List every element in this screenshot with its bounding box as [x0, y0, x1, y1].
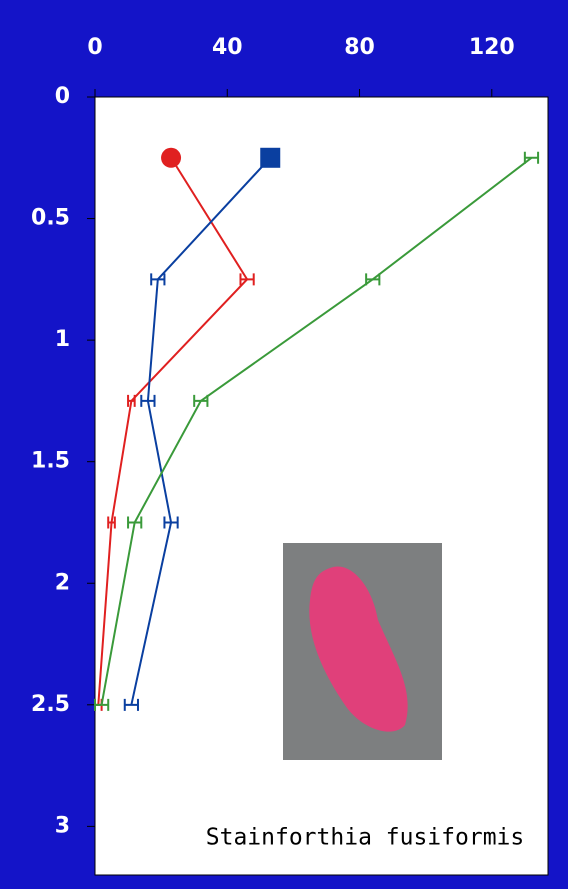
y-tick-label: 1: [55, 327, 70, 352]
y-tick-label: 2.5: [31, 692, 70, 717]
point: [161, 148, 181, 168]
chart: Stainforthia fusiformis 0 40 80 120 0 0.5 1 1.5…: [0, 0, 568, 889]
y-tick-label: 3: [55, 813, 70, 838]
y-tick-label: 2: [55, 570, 70, 595]
x-tick-label: 120: [469, 35, 515, 60]
x-tick-label: 40: [212, 35, 243, 60]
y-tick-label: 1.5: [31, 449, 70, 474]
y-tick-label: 0: [55, 84, 70, 109]
x-tick-label: 80: [344, 35, 375, 60]
point: [260, 148, 280, 168]
y-tick-label: 0.5: [31, 206, 70, 231]
x-tick-label: 0: [87, 35, 102, 60]
species-label: Stainforthia fusiformis: [206, 825, 525, 851]
